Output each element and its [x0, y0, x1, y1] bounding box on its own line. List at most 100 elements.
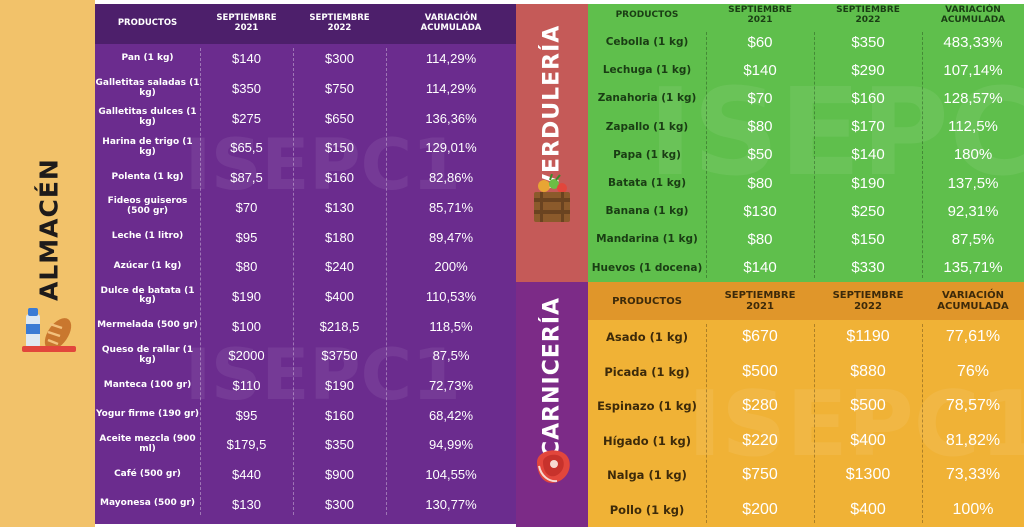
product-name: Banana (1 kg)	[605, 205, 689, 218]
price-value: $65,5	[230, 140, 263, 156]
price-value: $130	[232, 496, 261, 512]
price-value: $350	[325, 437, 354, 453]
product-name: Papa (1 kg)	[613, 148, 681, 161]
price-value: $218,5	[319, 318, 360, 334]
price-value: $70	[747, 89, 773, 107]
price-value: $440	[232, 467, 261, 483]
carniceria-side-panel: CARNICERÍA	[516, 282, 588, 527]
column-header: PRODUCTOS	[117, 18, 178, 29]
vegetable-crate-icon	[534, 174, 570, 222]
product-name: Cebolla (1 kg)	[605, 36, 689, 49]
price-value: 87,5%	[432, 348, 470, 364]
product-name: Dulce de batata (1 kg)	[100, 285, 195, 306]
product-name: Zapallo (1 kg)	[605, 120, 689, 133]
price-value: 128,57%	[943, 89, 1003, 107]
product-name: Lechuga (1 kg)	[602, 64, 692, 77]
price-value: $300	[325, 496, 354, 512]
column-divider	[293, 48, 294, 516]
price-value: $140	[743, 61, 777, 79]
price-value: $100	[232, 318, 261, 334]
price-value: $190	[232, 288, 261, 304]
almacen-table: ISEPC1 ISEPC1 PRODUCTOS SEPTIEMBRE 2021 SE…	[95, 4, 516, 524]
column-divider	[706, 32, 707, 278]
price-value: $70	[235, 199, 258, 215]
product-name: Batata (1 kg)	[607, 177, 686, 190]
product-name: Huevos (1 docena)	[591, 261, 703, 274]
product-name: Picada (1 kg)	[604, 364, 690, 379]
price-value: $650	[325, 110, 354, 126]
product-name: Nalga (1 kg)	[607, 468, 687, 483]
column-header: SEPTIEMBRE 2021	[216, 13, 277, 33]
carniceria-title: CARNICERÍA	[539, 296, 565, 458]
price-value: $150	[851, 230, 885, 248]
price-value: 200%	[434, 259, 468, 275]
almacen-side-panel: ALMACÉN	[0, 0, 95, 527]
column-header: PRODUCTOS	[615, 10, 679, 21]
price-value: $400	[325, 288, 354, 304]
price-value: $150	[325, 140, 354, 156]
product-name: Manteca (100 gr)	[103, 379, 192, 390]
price-value: 107,14%	[943, 61, 1003, 79]
price-value: 72,73%	[428, 378, 474, 394]
price-value: 114,29%	[425, 81, 477, 97]
column-header: VARIACIÓN ACUMULADA	[420, 13, 482, 33]
price-value: $190	[325, 378, 354, 394]
price-value: $240	[325, 259, 354, 275]
product-name: Galletitas saladas (1 kg)	[95, 77, 200, 98]
price-value: $110	[232, 378, 261, 394]
product-name: Pan (1 kg)	[121, 52, 174, 63]
price-value: $275	[232, 110, 261, 126]
product-name: Mermelada (500 gr)	[97, 320, 198, 331]
price-value: 137,5%	[947, 174, 999, 192]
price-value: $60	[747, 33, 773, 51]
price-value: 68,42%	[428, 407, 474, 423]
price-value: $140	[232, 51, 261, 67]
price-value: $900	[325, 467, 354, 483]
price-value: $350	[851, 33, 885, 51]
product-name: Café (500 gr)	[114, 468, 181, 479]
product-name: Yogur firme (190 gr)	[95, 409, 200, 420]
price-value: $95	[235, 229, 258, 245]
price-value: $500	[742, 362, 778, 380]
price-value: $750	[742, 466, 778, 484]
product-name: Polenta (1 kg)	[111, 171, 184, 182]
price-value: 118,5%	[429, 318, 473, 334]
price-value: 85,71%	[428, 199, 474, 215]
price-value: $80	[747, 230, 773, 248]
column-divider	[814, 324, 815, 523]
price-value: 483,33%	[943, 33, 1003, 51]
column-header: SEPTIEMBRE 2022	[836, 5, 900, 25]
price-value: $250	[851, 202, 885, 220]
price-value: 87,5%	[951, 230, 995, 248]
price-value: $95	[235, 407, 258, 423]
price-value: 78,57%	[945, 397, 1001, 415]
column-header: SEPTIEMBRE 2022	[832, 290, 904, 312]
verduleria-title: VERDULERÍA	[539, 24, 565, 192]
product-name: Hígado (1 kg)	[602, 433, 692, 448]
price-value: $1300	[845, 466, 891, 484]
price-value: 130,77%	[425, 496, 477, 512]
price-value: $500	[850, 397, 886, 415]
carniceria-header-row	[588, 282, 1024, 320]
product-name: Zanahoria (1 kg)	[597, 92, 697, 105]
price-value: 129,01%	[425, 140, 477, 156]
product-name: Harina de trigo (1 kg)	[102, 137, 193, 157]
price-value: 92,31%	[947, 202, 999, 220]
price-value: $280	[742, 397, 778, 415]
verduleria-side-panel: VERDULERÍA	[516, 4, 588, 282]
price-value: 76%	[956, 362, 990, 380]
price-value: 82,86%	[428, 170, 474, 186]
product-name: Mandarina (1 kg)	[596, 233, 698, 246]
column-header: SEPTIEMBRE 2021	[728, 5, 792, 25]
price-value: $160	[325, 170, 354, 186]
price-value: 104,55%	[425, 467, 477, 483]
product-name: Asado (1 kg)	[605, 330, 689, 345]
price-value: $300	[325, 51, 354, 67]
column-divider	[386, 48, 387, 516]
price-value: 77,61%	[945, 328, 1001, 346]
price-value: 135,71%	[943, 259, 1003, 277]
product-name: Leche (1 litro)	[111, 231, 184, 242]
column-header: VARIACIÓN ACUMULADA	[940, 5, 1006, 25]
column-header: VARIACIÓN ACUMULADA	[937, 290, 1009, 312]
price-value: $750	[325, 81, 354, 97]
